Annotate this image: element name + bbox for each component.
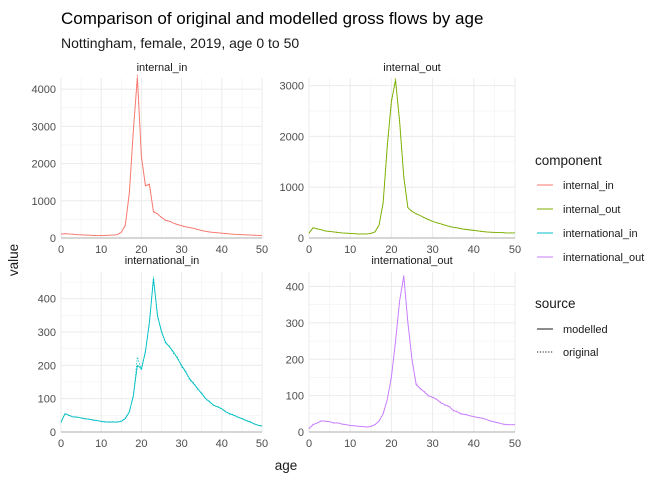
series-line-original — [60, 73, 263, 237]
legend-item-original: original — [537, 347, 598, 359]
y-tick-label: 3000 — [280, 81, 304, 93]
y-tick-label: 2000 — [32, 159, 56, 171]
legend-item-internal_in: internal_in — [537, 180, 614, 192]
legend-label: international_in — [563, 228, 638, 240]
x-tick-label: 30 — [426, 244, 438, 256]
legend-item-international_in: international_in — [537, 228, 638, 240]
x-tick-label: 10 — [95, 438, 107, 450]
legend-title-component: component — [535, 153, 602, 168]
x-tick-label: 50 — [509, 438, 521, 450]
y-axis-title: value — [6, 244, 21, 276]
x-tick-label: 50 — [256, 244, 268, 256]
x-tick-label: 30 — [175, 244, 187, 256]
y-tick-label: 1000 — [280, 182, 304, 194]
y-tick-label: 300 — [38, 327, 56, 339]
legend-item-modelled: modelled — [537, 324, 608, 336]
x-axis-title: age — [275, 458, 298, 473]
y-tick-label: 200 — [286, 354, 304, 366]
series-line-original — [308, 77, 516, 235]
x-tick-label: 50 — [256, 438, 268, 450]
legend-item-international_out: international_out — [537, 252, 644, 264]
y-tick-label: 200 — [38, 360, 56, 372]
facet-strip-label: international_out — [371, 255, 452, 267]
series-line-modelled — [60, 278, 263, 427]
x-tick-label: 40 — [468, 244, 480, 256]
y-tick-label: 1000 — [32, 196, 56, 208]
x-tick-label: 10 — [344, 438, 356, 450]
legend-label: internal_out — [563, 204, 621, 216]
y-tick-label: 100 — [38, 394, 56, 406]
y-tick-label: 300 — [286, 318, 304, 330]
y-tick-label: 2000 — [280, 131, 304, 143]
x-tick-label: 40 — [216, 244, 228, 256]
x-tick-label: 40 — [216, 438, 228, 450]
x-tick-label: 0 — [306, 438, 312, 450]
y-tick-label: 0 — [50, 233, 56, 245]
x-tick-label: 20 — [135, 244, 147, 256]
facet-panel-internal_out: internal_out 0 1000 2000 3000 0 10 20 30 40 50 — [280, 62, 522, 256]
y-tick-label: 3000 — [32, 121, 56, 133]
x-tick-label: 30 — [426, 438, 438, 450]
x-tick-label: 0 — [306, 244, 312, 256]
chart-subtitle: Nottingham, female, 2019, age 0 to 50 — [61, 35, 299, 51]
y-tick-label: 100 — [286, 391, 304, 403]
facet-strip-label: internal_out — [383, 62, 441, 74]
x-tick-label: 50 — [509, 244, 521, 256]
legend: component internal_in internal_out internat… — [535, 153, 644, 359]
x-tick-label: 40 — [468, 438, 480, 450]
facet-panel-international_in: international_in 0 100 200 300 400 0 10 20 30 40 50 — [38, 255, 268, 450]
y-tick-label: 0 — [298, 427, 304, 439]
facet-strip-label: international_in — [125, 255, 200, 267]
legend-title-source: source — [535, 296, 576, 311]
y-tick-label: 400 — [286, 282, 304, 294]
x-tick-label: 20 — [385, 438, 397, 450]
chart-title: Comparison of original and modelled gros… — [61, 9, 483, 28]
y-tick-label: 4000 — [32, 84, 56, 96]
x-tick-label: 0 — [58, 244, 64, 256]
y-tick-label: 400 — [38, 294, 56, 306]
x-tick-label: 20 — [385, 244, 397, 256]
legend-label: modelled — [563, 324, 608, 336]
x-tick-label: 10 — [95, 244, 107, 256]
facet-panel-international_out: international_out 0 100 200 300 400 0 10 20 30 40 5… — [286, 255, 521, 450]
facet-panel-internal_in: internal_in 0 1000 2000 3000 4000 0 10 20 30 40 50 — [32, 62, 269, 256]
legend-label: original — [563, 347, 598, 359]
y-tick-label: 0 — [298, 233, 304, 245]
facet-strip-label: internal_in — [137, 62, 188, 74]
x-tick-label: 0 — [58, 438, 64, 450]
legend-item-internal_out: internal_out — [537, 204, 621, 216]
x-tick-label: 10 — [344, 244, 356, 256]
legend-label: international_out — [563, 252, 644, 264]
y-tick-label: 0 — [50, 427, 56, 439]
x-tick-label: 20 — [135, 438, 147, 450]
legend-label: internal_in — [563, 180, 614, 192]
x-tick-label: 30 — [175, 438, 187, 450]
